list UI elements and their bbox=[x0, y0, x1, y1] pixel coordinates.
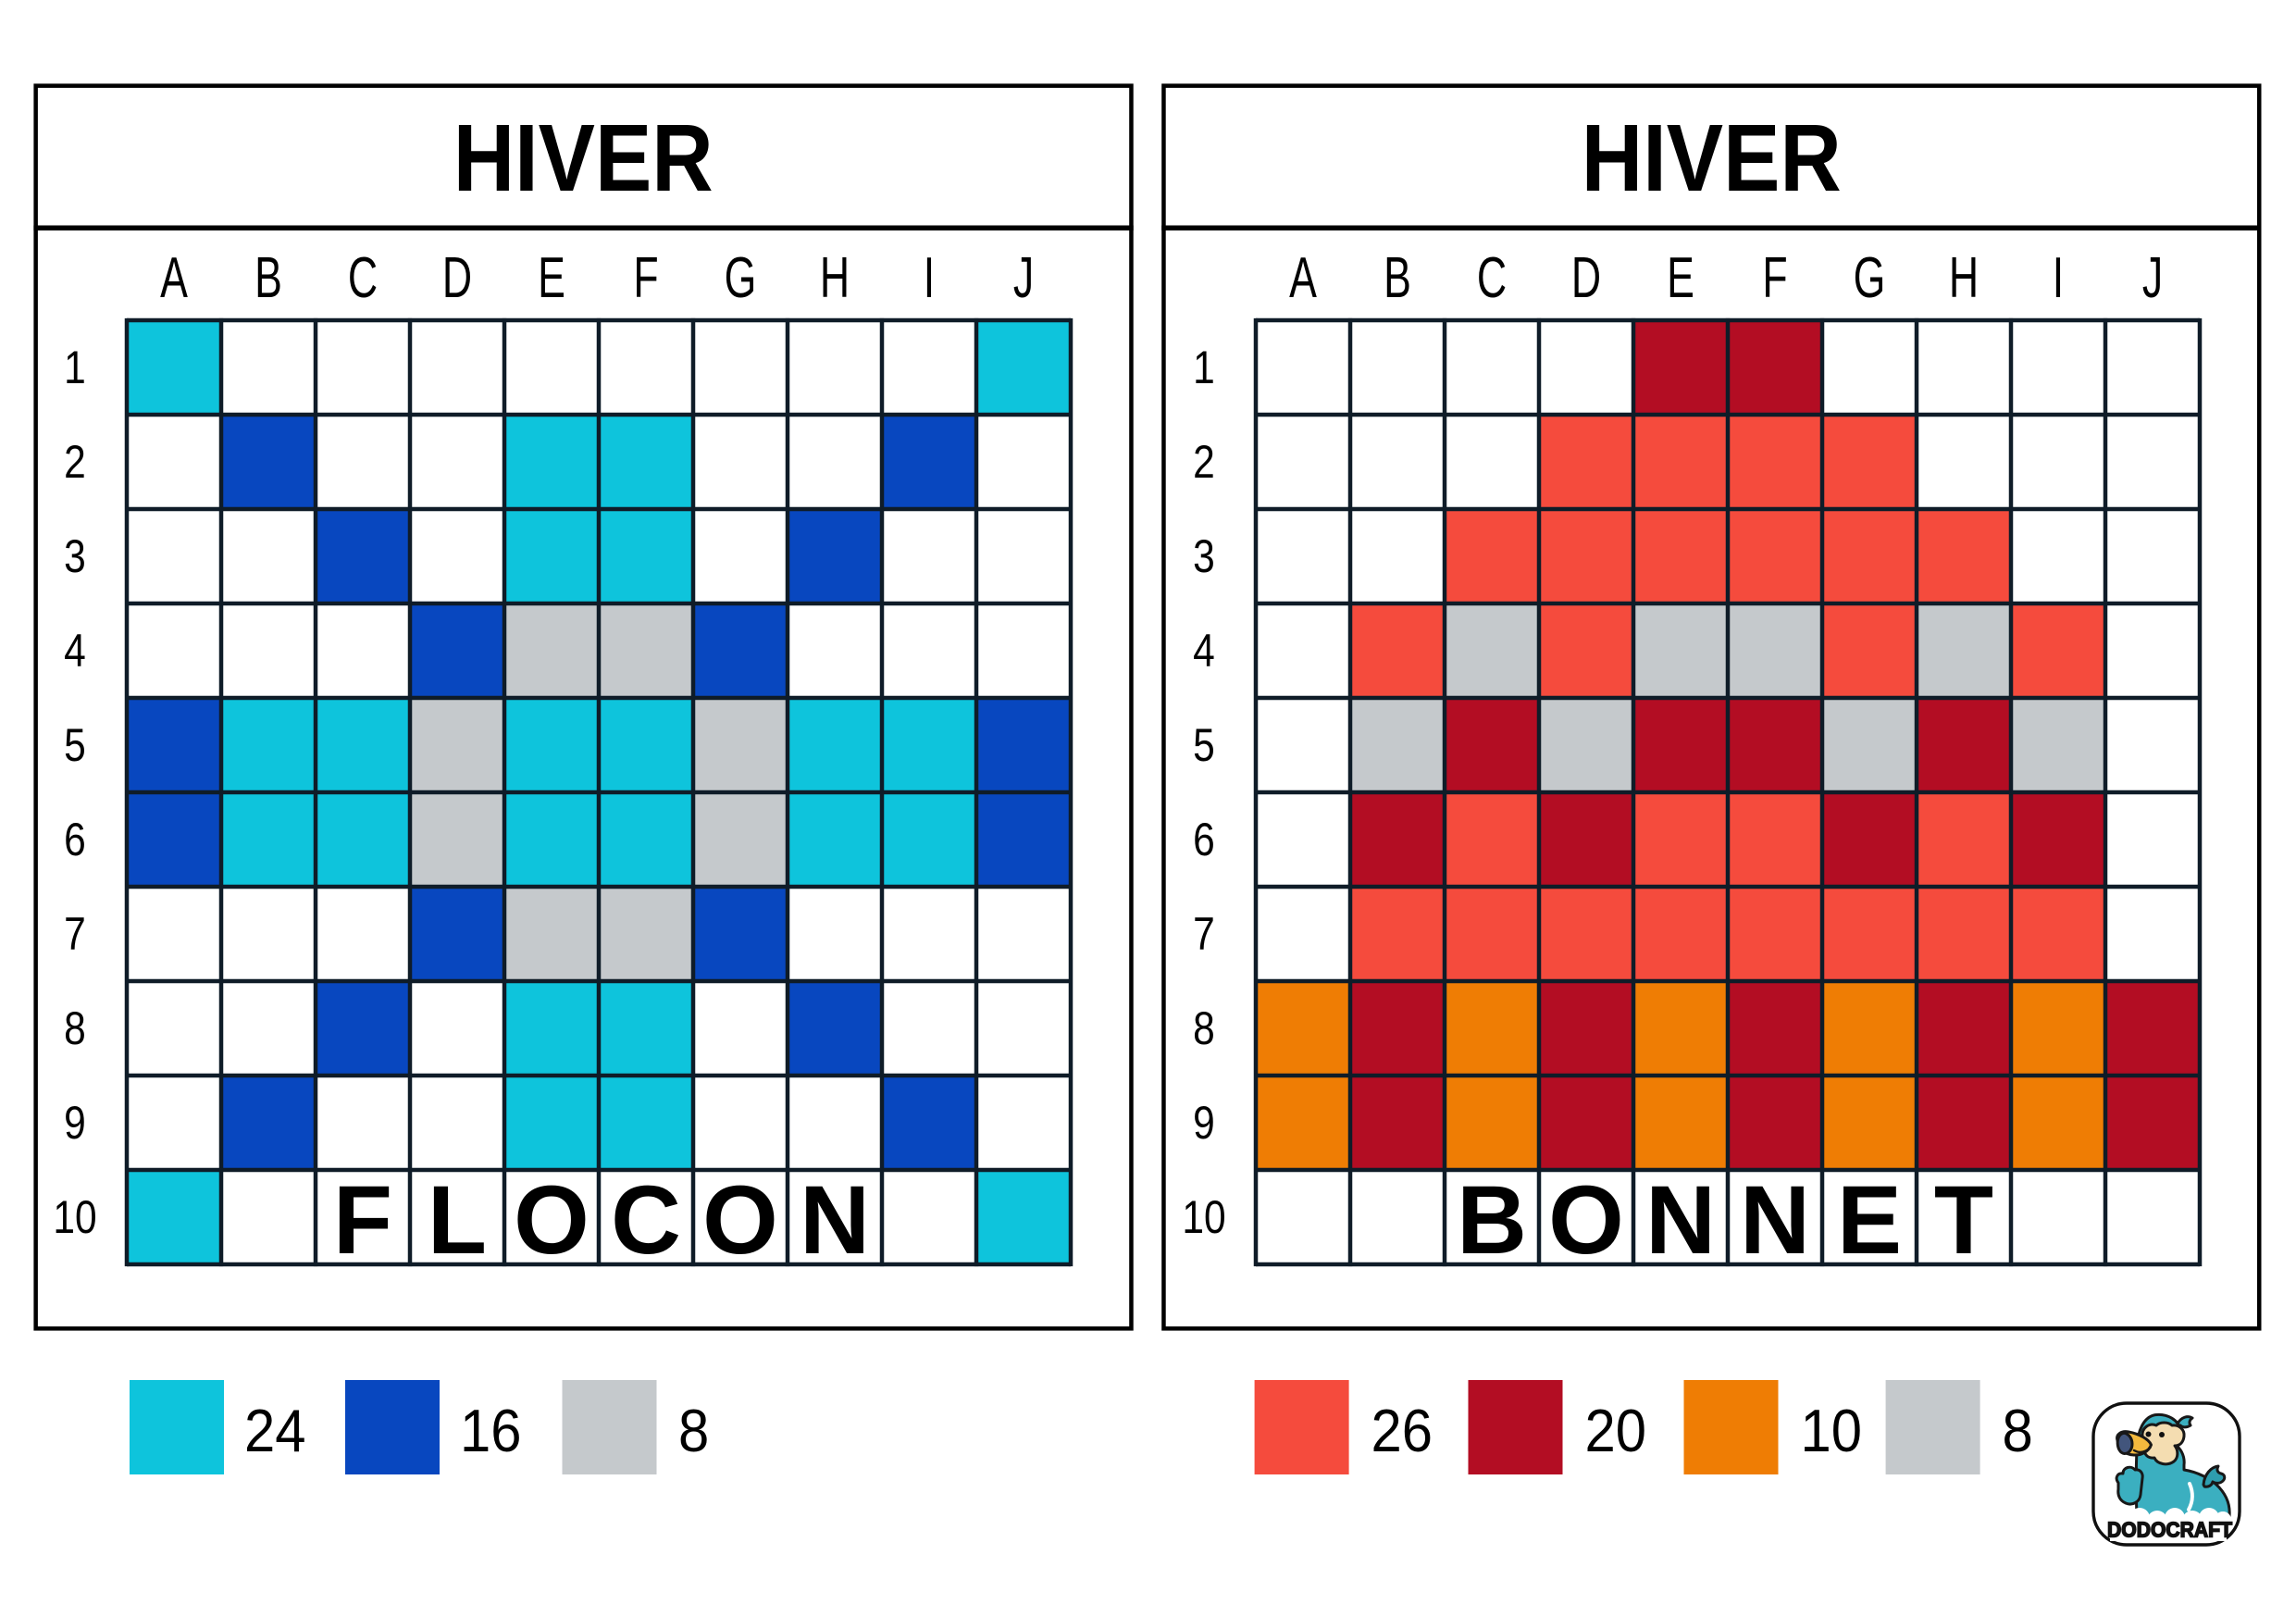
svg-text:6: 6 bbox=[64, 814, 86, 865]
svg-text:E: E bbox=[1667, 246, 1694, 310]
svg-text:7: 7 bbox=[1193, 908, 1215, 960]
svg-text:E: E bbox=[1837, 1166, 1902, 1275]
svg-text:8: 8 bbox=[64, 1002, 86, 1054]
svg-text:DODOCRAFT: DODOCRAFT bbox=[2107, 1518, 2232, 1542]
svg-text:L: L bbox=[428, 1166, 487, 1275]
svg-text:A: A bbox=[160, 246, 188, 310]
svg-text:24: 24 bbox=[244, 1398, 306, 1465]
svg-text:G: G bbox=[725, 246, 757, 310]
svg-text:N: N bbox=[1645, 1166, 1716, 1275]
svg-text:9: 9 bbox=[64, 1097, 86, 1149]
svg-text:20: 20 bbox=[1585, 1398, 1647, 1465]
svg-text:E: E bbox=[538, 246, 565, 310]
svg-text:C: C bbox=[348, 246, 378, 310]
svg-text:N: N bbox=[1740, 1166, 1810, 1275]
svg-text:2: 2 bbox=[64, 436, 86, 488]
svg-text:G: G bbox=[1854, 246, 1886, 310]
svg-text:26: 26 bbox=[1371, 1398, 1433, 1465]
svg-text:O: O bbox=[702, 1166, 778, 1275]
svg-text:O: O bbox=[514, 1166, 590, 1275]
svg-text:B: B bbox=[1457, 1166, 1527, 1275]
svg-text:F: F bbox=[333, 1166, 392, 1275]
svg-text:2: 2 bbox=[1193, 436, 1215, 488]
svg-text:4: 4 bbox=[1193, 625, 1215, 677]
svg-text:7: 7 bbox=[64, 908, 86, 960]
svg-text:B: B bbox=[254, 246, 282, 310]
svg-text:H: H bbox=[1949, 246, 1979, 310]
svg-text:HIVER: HIVER bbox=[453, 105, 714, 211]
svg-text:10: 10 bbox=[1801, 1398, 1863, 1465]
svg-text:4: 4 bbox=[64, 625, 86, 677]
svg-text:D: D bbox=[442, 246, 472, 310]
svg-text:1: 1 bbox=[1193, 342, 1215, 393]
svg-text:B: B bbox=[1384, 246, 1411, 310]
svg-text:A: A bbox=[1289, 246, 1317, 310]
svg-text:HIVER: HIVER bbox=[1582, 105, 1842, 211]
svg-text:1: 1 bbox=[64, 342, 86, 393]
svg-text:N: N bbox=[800, 1166, 870, 1275]
svg-text:6: 6 bbox=[1193, 814, 1215, 865]
svg-text:10: 10 bbox=[53, 1191, 96, 1243]
svg-text:I: I bbox=[2053, 246, 2064, 310]
svg-text:5: 5 bbox=[64, 719, 86, 771]
svg-text:10: 10 bbox=[1182, 1191, 1225, 1243]
svg-text:D: D bbox=[1571, 246, 1601, 310]
svg-text:H: H bbox=[820, 246, 850, 310]
svg-text:J: J bbox=[2142, 246, 2163, 310]
svg-text:F: F bbox=[633, 246, 658, 310]
svg-text:3: 3 bbox=[1193, 530, 1215, 582]
svg-text:I: I bbox=[924, 246, 935, 310]
svg-text:5: 5 bbox=[1193, 719, 1215, 771]
svg-text:C: C bbox=[611, 1166, 681, 1275]
svg-text:8: 8 bbox=[1193, 1002, 1215, 1054]
svg-text:8: 8 bbox=[2003, 1398, 2033, 1465]
svg-text:C: C bbox=[1477, 246, 1507, 310]
svg-text:O: O bbox=[1548, 1166, 1624, 1275]
svg-text:F: F bbox=[1762, 246, 1787, 310]
svg-text:J: J bbox=[1013, 246, 1034, 310]
svg-text:9: 9 bbox=[1193, 1097, 1215, 1149]
svg-text:8: 8 bbox=[678, 1398, 709, 1465]
svg-text:16: 16 bbox=[460, 1398, 522, 1465]
svg-text:T: T bbox=[1934, 1166, 1993, 1275]
svg-text:3: 3 bbox=[64, 530, 86, 582]
